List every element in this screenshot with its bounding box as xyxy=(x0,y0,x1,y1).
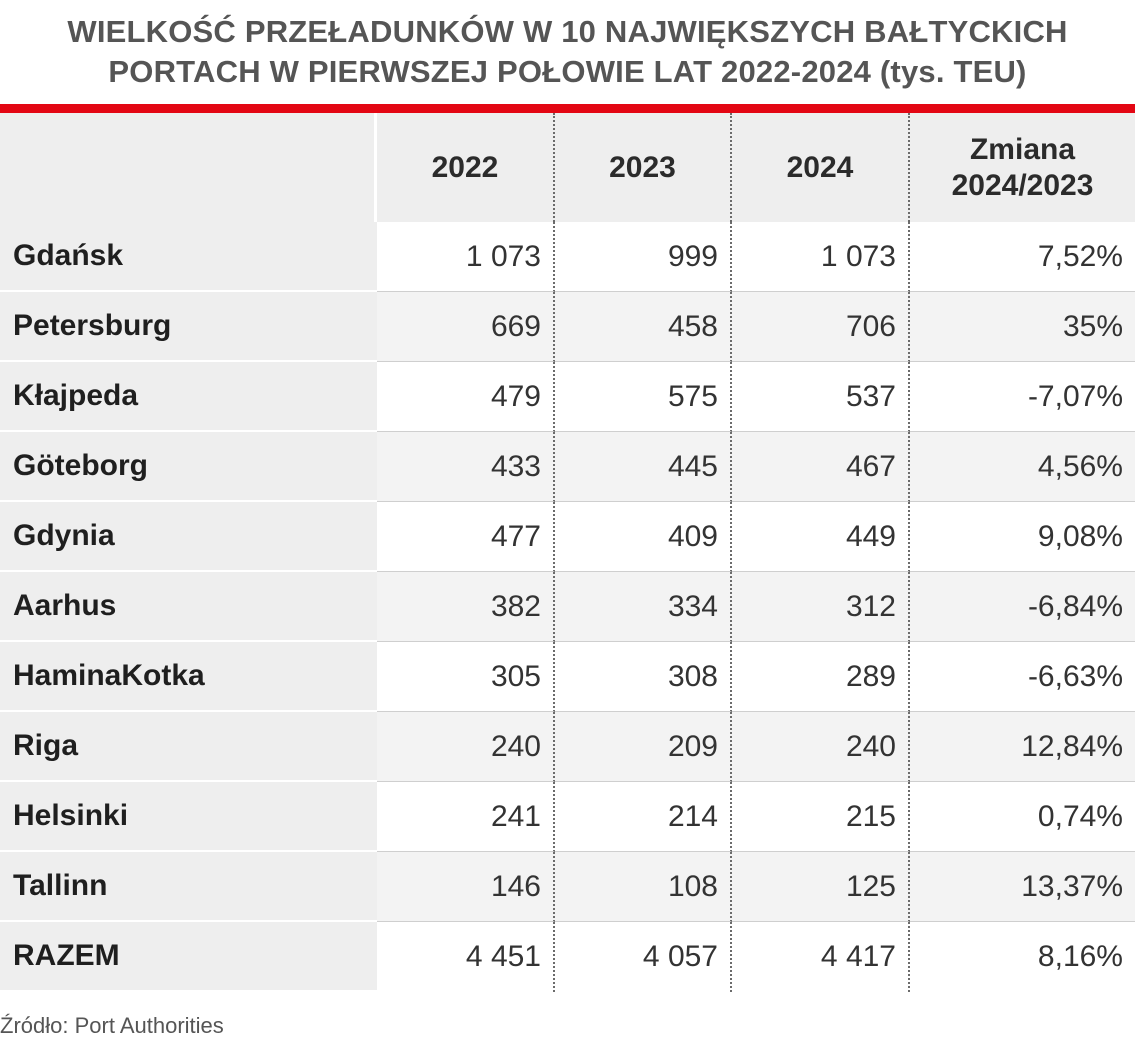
value-2023-cell: 409 xyxy=(555,502,732,572)
change-cell: -6,63% xyxy=(910,642,1135,712)
data-table: 2022 2023 2024 Zmiana 2024/2023 Gdańsk 1 … xyxy=(0,113,1135,992)
value-2023-cell: 108 xyxy=(555,852,732,922)
value-2022-cell: 4 451 xyxy=(377,922,555,992)
port-name-cell: Tallinn xyxy=(0,852,377,922)
value-2022-cell: 241 xyxy=(377,782,555,852)
value-2022-cell: 479 xyxy=(377,362,555,432)
value-2022-cell: 669 xyxy=(377,292,555,362)
header-change-line-1: Zmiana xyxy=(969,132,1076,166)
value-2023-cell: 575 xyxy=(555,362,732,432)
value-2024-cell: 1 073 xyxy=(732,222,910,292)
value-2024-cell: 467 xyxy=(732,432,910,502)
port-name-cell: RAZEM xyxy=(0,922,377,992)
chart-title-line-2: PORTACH W PIERWSZEJ POŁOWIE LAT 2022-202… xyxy=(108,54,1027,89)
value-2024-cell: 312 xyxy=(732,572,910,642)
change-cell: 12,84% xyxy=(910,712,1135,782)
port-name-cell: Petersburg xyxy=(0,292,377,362)
value-2024-cell: 537 xyxy=(732,362,910,432)
change-cell: 7,52% xyxy=(910,222,1135,292)
value-2022-cell: 1 073 xyxy=(377,222,555,292)
value-2024-cell: 125 xyxy=(732,852,910,922)
table-row: HaminaKotka 305 308 289 -6,63% xyxy=(0,642,1135,712)
accent-bar xyxy=(0,104,1135,113)
value-2024-cell: 449 xyxy=(732,502,910,572)
value-2023-cell: 214 xyxy=(555,782,732,852)
change-cell: -6,84% xyxy=(910,572,1135,642)
table-row: Tallinn 146 108 125 13,37% xyxy=(0,852,1135,922)
change-cell: 4,56% xyxy=(910,432,1135,502)
chart-title-line-1: WIELKOŚĆ PRZEŁADUNKÓW W 10 NAJWIĘKSZYCH … xyxy=(67,14,1068,49)
value-2024-cell: 240 xyxy=(732,712,910,782)
chart-title: WIELKOŚĆ PRZEŁADUNKÓW W 10 NAJWIĘKSZYCH … xyxy=(0,0,1135,104)
table-row: Kłajpeda 479 575 537 -7,07% xyxy=(0,362,1135,432)
change-cell: 35% xyxy=(910,292,1135,362)
port-name-cell: HaminaKotka xyxy=(0,642,377,712)
change-cell: 13,37% xyxy=(910,852,1135,922)
port-name-cell: Gdańsk xyxy=(0,222,377,292)
table-row: Petersburg 669 458 706 35% xyxy=(0,292,1135,362)
port-name-cell: Riga xyxy=(0,712,377,782)
value-2022-cell: 146 xyxy=(377,852,555,922)
header-year-2023: 2023 xyxy=(555,113,732,222)
value-2023-cell: 999 xyxy=(555,222,732,292)
value-2022-cell: 382 xyxy=(377,572,555,642)
value-2022-cell: 477 xyxy=(377,502,555,572)
value-2024-cell: 4 417 xyxy=(732,922,910,992)
table-row: Gdynia 477 409 449 9,08% xyxy=(0,502,1135,572)
value-2024-cell: 706 xyxy=(732,292,910,362)
table-row: Aarhus 382 334 312 -6,84% xyxy=(0,572,1135,642)
value-2024-cell: 289 xyxy=(732,642,910,712)
value-2022-cell: 433 xyxy=(377,432,555,502)
value-2024-cell: 215 xyxy=(732,782,910,852)
table-row: Helsinki 241 214 215 0,74% xyxy=(0,782,1135,852)
change-cell: -7,07% xyxy=(910,362,1135,432)
table-row: Gdańsk 1 073 999 1 073 7,52% xyxy=(0,222,1135,292)
value-2022-cell: 305 xyxy=(377,642,555,712)
header-year-2022: 2022 xyxy=(377,113,555,222)
port-name-cell: Kłajpeda xyxy=(0,362,377,432)
table-row: Göteborg 433 445 467 4,56% xyxy=(0,432,1135,502)
header-empty-cell xyxy=(0,113,377,222)
value-2023-cell: 458 xyxy=(555,292,732,362)
header-change: Zmiana 2024/2023 xyxy=(910,113,1135,222)
table-row: Riga 240 209 240 12,84% xyxy=(0,712,1135,782)
port-name-cell: Göteborg xyxy=(0,432,377,502)
change-cell: 8,16% xyxy=(910,922,1135,992)
table-row: RAZEM 4 451 4 057 4 417 8,16% xyxy=(0,922,1135,992)
value-2023-cell: 4 057 xyxy=(555,922,732,992)
value-2023-cell: 308 xyxy=(555,642,732,712)
change-cell: 0,74% xyxy=(910,782,1135,852)
change-cell: 9,08% xyxy=(910,502,1135,572)
port-name-cell: Gdynia xyxy=(0,502,377,572)
port-name-cell: Aarhus xyxy=(0,572,377,642)
port-name-cell: Helsinki xyxy=(0,782,377,852)
table-body: Gdańsk 1 073 999 1 073 7,52% Petersburg 669 458… xyxy=(0,222,1135,992)
header-change-line-2: 2024/2023 xyxy=(951,168,1094,202)
value-2023-cell: 334 xyxy=(555,572,732,642)
value-2022-cell: 240 xyxy=(377,712,555,782)
table-header-row: 2022 2023 2024 Zmiana 2024/2023 xyxy=(0,113,1135,222)
value-2023-cell: 209 xyxy=(555,712,732,782)
header-year-2024: 2024 xyxy=(732,113,910,222)
value-2023-cell: 445 xyxy=(555,432,732,502)
source-note: Źródło: Port Authorities xyxy=(0,1013,224,1038)
